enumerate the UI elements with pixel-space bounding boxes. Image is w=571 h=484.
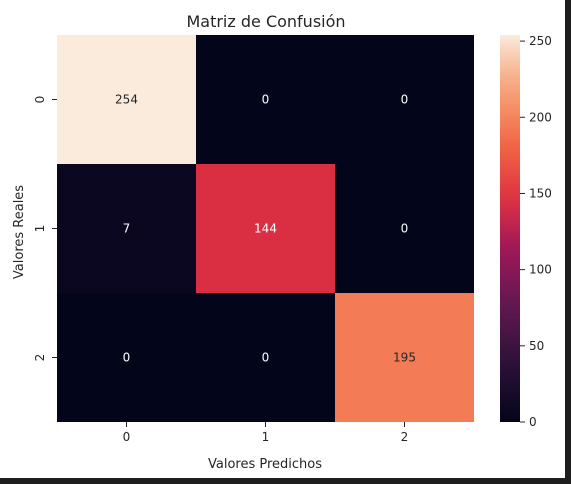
colorbar-tick-label-1: 50 <box>529 339 544 353</box>
heatmap-cell-1-1 <box>196 164 335 293</box>
y-axis-label: Valores Reales <box>12 185 27 279</box>
x-axis-label: Valores Predichos <box>208 457 322 472</box>
cell-value-label-0-1: 0 <box>262 93 270 107</box>
colorbar-tick-label-0: 0 <box>529 415 537 429</box>
cell-value-label-0-2: 0 <box>401 93 409 107</box>
heatmap-cells: 254 0 0 7 144 0 0 0 195 <box>57 35 474 422</box>
cell-value-label-2-0: 0 <box>123 351 131 365</box>
heatmap-cell-0-2 <box>335 35 474 164</box>
x-tick-labels: 0 1 2 <box>123 422 409 444</box>
heatmap-cell-0-1 <box>196 35 335 164</box>
colorbar-tick-label-3: 150 <box>529 186 552 200</box>
heatmap-cell-0-0 <box>57 35 196 164</box>
colorbar-tick-label-4: 200 <box>529 110 552 124</box>
cell-value-label-0-0: 254 <box>115 93 138 107</box>
x-tick-label-0: 0 <box>123 430 131 444</box>
cell-value-label-2-1: 0 <box>262 351 270 365</box>
chart-title: Matriz de Confusión <box>186 12 345 31</box>
x-tick-label-1: 1 <box>262 430 270 444</box>
colorbar-tick-label-2: 100 <box>529 263 552 277</box>
colorbar-tick-label-5: 250 <box>529 34 552 48</box>
y-tick-label-0: 0 <box>33 96 47 104</box>
y-tick-labels: 0 1 2 <box>33 96 57 362</box>
cell-value-label-2-2: 195 <box>393 351 416 365</box>
colorbar: 0 50 100 150 200 250 <box>500 34 552 429</box>
cell-value-label-1-1: 144 <box>254 222 277 236</box>
x-tick-label-2: 2 <box>401 430 409 444</box>
heatmap-cell-2-2 <box>335 293 474 422</box>
y-tick-label-2: 2 <box>33 354 47 362</box>
heatmap-cell-2-1 <box>196 293 335 422</box>
heatmap-cell-1-0 <box>57 164 196 293</box>
cell-value-label-1-2: 0 <box>401 222 409 236</box>
cell-value-label-1-0: 7 <box>123 222 131 236</box>
heatmap-cell-2-0 <box>57 293 196 422</box>
y-tick-label-1: 1 <box>33 225 47 233</box>
heatmap-cell-1-2 <box>335 164 474 293</box>
colorbar-gradient <box>500 35 520 422</box>
